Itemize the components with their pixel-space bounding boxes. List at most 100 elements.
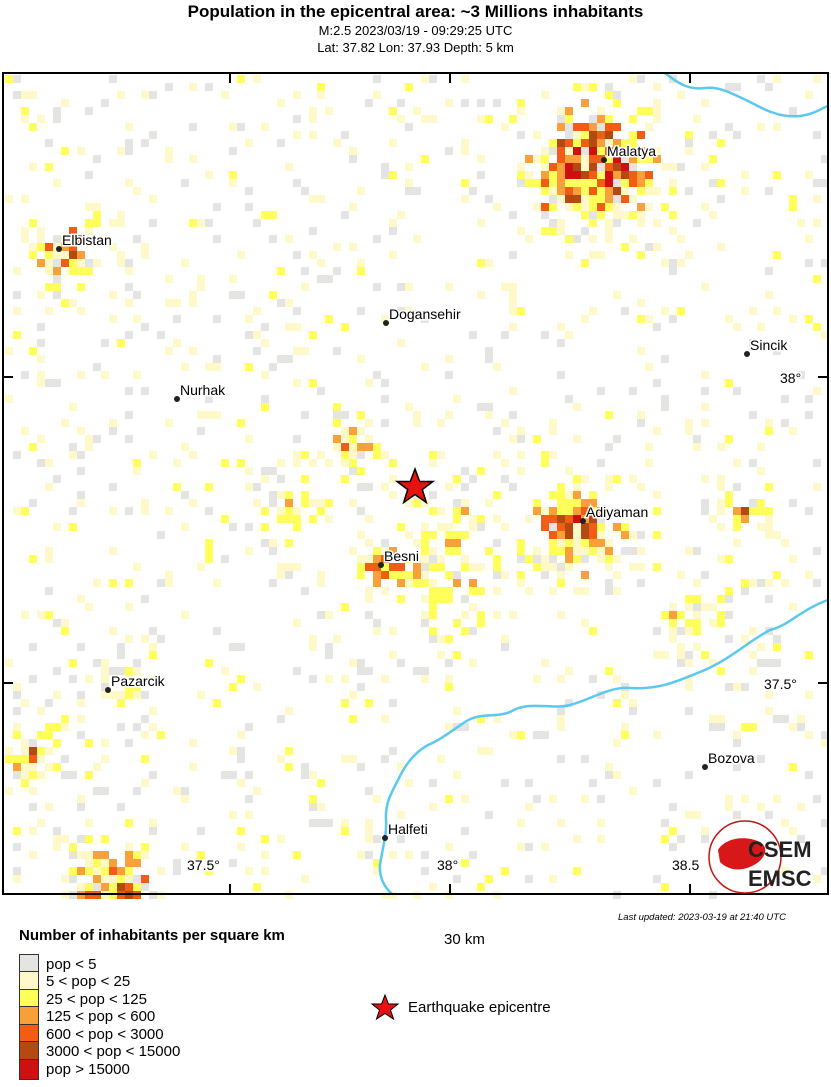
population-cell xyxy=(429,531,437,539)
population-cell xyxy=(557,219,565,227)
population-cell xyxy=(237,291,245,299)
population-cell xyxy=(709,515,717,523)
population-cell xyxy=(493,99,501,107)
population-cell xyxy=(301,875,309,883)
population-cell xyxy=(501,867,509,875)
population-cell xyxy=(365,379,373,387)
population-cell xyxy=(325,459,333,467)
population-cell xyxy=(253,75,261,83)
population-cell xyxy=(517,571,525,579)
population-cell xyxy=(317,579,325,587)
population-cell xyxy=(53,723,61,731)
population-cell xyxy=(613,699,621,707)
population-cell xyxy=(581,315,589,323)
population-cell xyxy=(701,283,709,291)
population-cell xyxy=(805,395,813,403)
population-cell xyxy=(789,763,797,771)
population-cell xyxy=(429,555,437,563)
population-cell xyxy=(117,251,125,259)
population-cell xyxy=(565,203,573,211)
population-cell xyxy=(317,611,325,619)
population-cell xyxy=(813,323,821,331)
population-cell xyxy=(533,155,541,163)
population-cell xyxy=(165,347,173,355)
population-cell xyxy=(741,579,749,587)
population-cell xyxy=(701,571,709,579)
population-cell xyxy=(341,211,349,219)
population-cell xyxy=(237,75,245,83)
population-cell xyxy=(117,875,125,883)
population-cell xyxy=(149,195,157,203)
population-cell xyxy=(261,475,269,483)
population-cell xyxy=(189,347,197,355)
population-cell xyxy=(77,307,85,315)
population-cell xyxy=(629,179,637,187)
population-cell xyxy=(453,771,461,779)
population-cell xyxy=(541,163,549,171)
population-cell xyxy=(573,587,581,595)
population-cell xyxy=(565,699,573,707)
population-cell xyxy=(61,835,69,843)
population-cell xyxy=(365,787,373,795)
population-cell xyxy=(181,523,189,531)
map-title: Population in the epicentral area: ~3 Mi… xyxy=(187,2,644,21)
population-cell xyxy=(637,171,645,179)
population-cell xyxy=(149,771,157,779)
population-cell xyxy=(517,539,525,547)
population-cell xyxy=(293,459,301,467)
population-cell xyxy=(565,499,573,507)
population-cell xyxy=(485,411,493,419)
population-cell xyxy=(453,539,461,547)
population-cell xyxy=(429,579,437,587)
population-cell xyxy=(141,243,149,251)
population-cell xyxy=(349,755,357,763)
population-cell xyxy=(261,339,269,347)
population-cell xyxy=(357,851,365,859)
population-cell xyxy=(613,291,621,299)
population-cell xyxy=(725,379,733,387)
population-cell xyxy=(317,507,325,515)
population-cell xyxy=(389,563,397,571)
population-cell xyxy=(509,251,517,259)
population-cell xyxy=(381,315,389,323)
population-cell xyxy=(85,835,93,843)
population-cell xyxy=(69,267,77,275)
population-cell xyxy=(541,203,549,211)
population-cell xyxy=(117,643,125,651)
legend-item: 600 < pop < 3000 xyxy=(19,1023,164,1045)
population-cell xyxy=(357,467,365,475)
legend-item: pop < 5 xyxy=(19,953,96,975)
population-cell xyxy=(661,883,669,891)
population-cell xyxy=(429,611,437,619)
population-cell xyxy=(285,491,293,499)
population-cell xyxy=(213,203,221,211)
population-cell xyxy=(813,795,821,803)
population-cell xyxy=(429,635,437,643)
population-cell xyxy=(45,139,53,147)
population-cell xyxy=(237,675,245,683)
population-cell xyxy=(773,531,781,539)
population-cell xyxy=(29,443,37,451)
population-cell xyxy=(645,179,653,187)
city-label: Adiyaman xyxy=(586,504,648,520)
population-cell xyxy=(717,475,725,483)
population-cell xyxy=(165,571,173,579)
population-cell xyxy=(669,315,677,323)
population-cell xyxy=(557,499,565,507)
population-cell xyxy=(581,571,589,579)
population-cell xyxy=(301,771,309,779)
population-cell xyxy=(581,131,589,139)
population-cell xyxy=(29,219,37,227)
population-cell xyxy=(725,795,733,803)
population-cell xyxy=(421,155,429,163)
population-cell xyxy=(333,243,341,251)
population-cell xyxy=(501,283,509,291)
population-cell xyxy=(381,163,389,171)
population-cell xyxy=(349,659,357,667)
population-cell xyxy=(813,179,821,187)
population-cell xyxy=(581,227,589,235)
population-cell xyxy=(453,499,461,507)
population-cell xyxy=(285,299,293,307)
population-cell xyxy=(557,195,565,203)
population-cell xyxy=(565,107,573,115)
